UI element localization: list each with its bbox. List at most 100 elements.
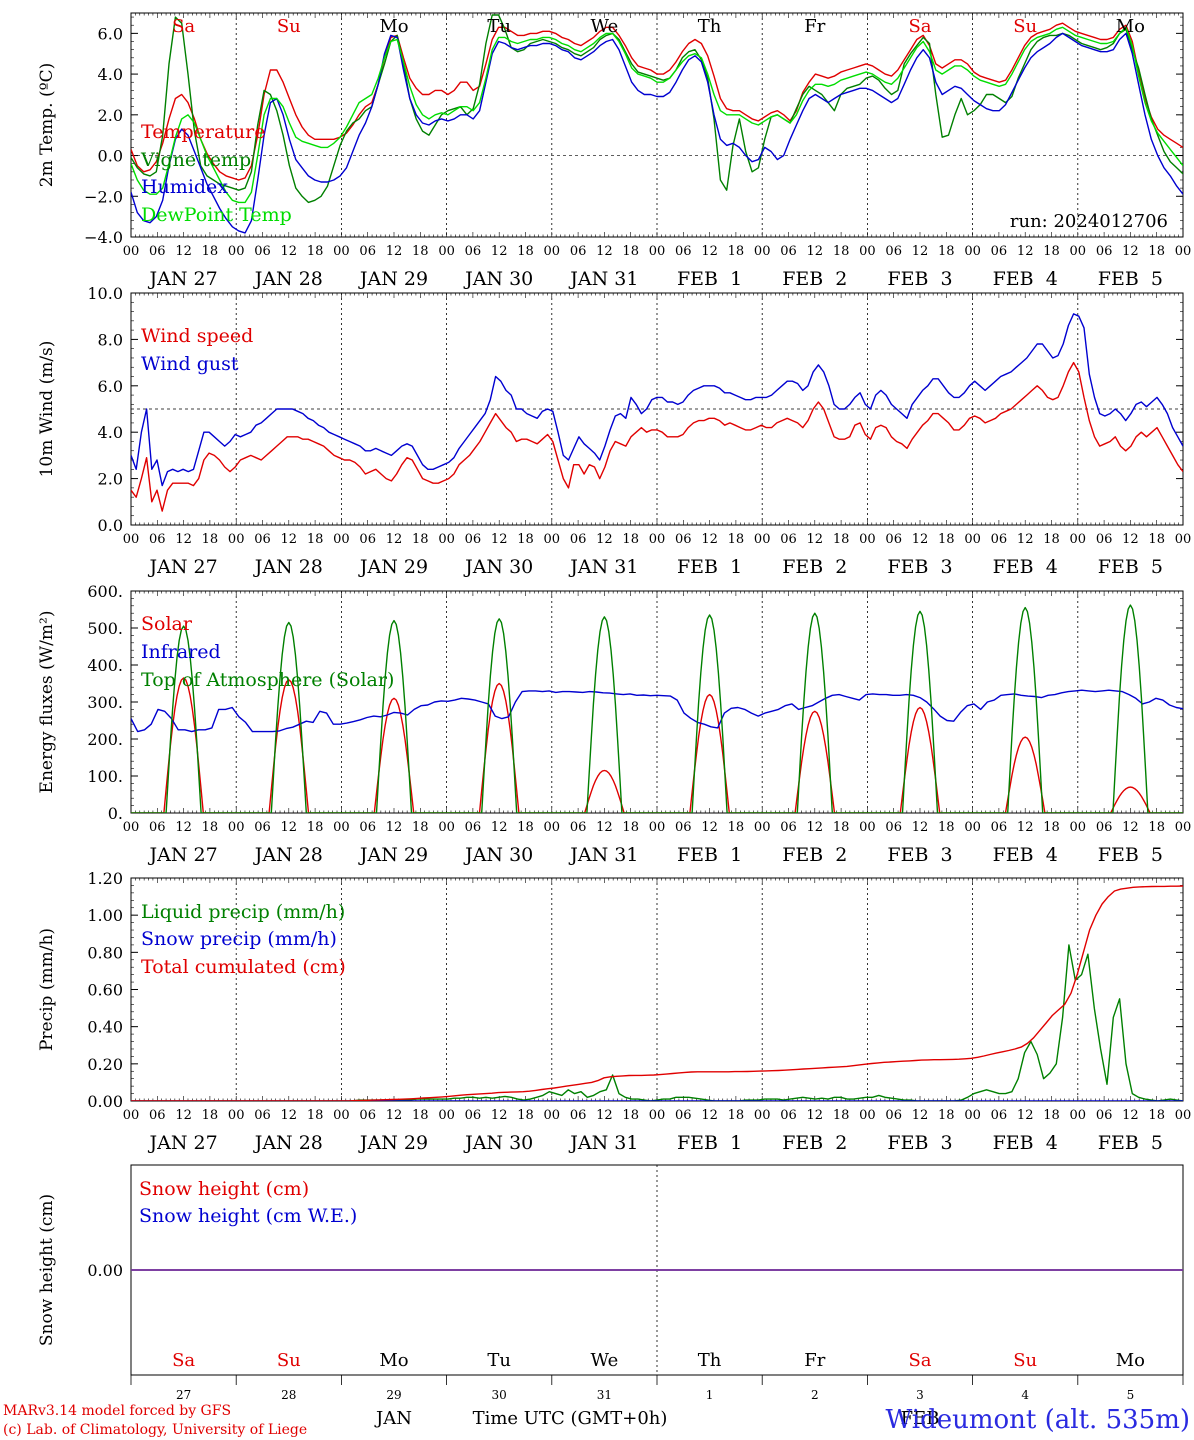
hour-tick-label: 00 xyxy=(964,1108,981,1123)
hour-tick-label: 06 xyxy=(780,244,797,259)
hour-tick-label: 18 xyxy=(412,1108,429,1123)
hour-tick-label: 06 xyxy=(570,244,587,259)
hour-tick-label: 00 xyxy=(123,244,140,259)
y-tick-label: 600. xyxy=(87,582,123,601)
hour-tick-label: 18 xyxy=(1148,244,1165,259)
hour-tick-label: 12 xyxy=(912,532,929,547)
hour-tick-label: 06 xyxy=(780,532,797,547)
hour-tick-label: 18 xyxy=(412,820,429,835)
hour-tick-label: 06 xyxy=(885,1108,902,1123)
hour-tick-label: 18 xyxy=(1043,820,1060,835)
hour-tick-label: 06 xyxy=(359,820,376,835)
hour-tick-label: 18 xyxy=(622,244,639,259)
day-label: FEB 2 xyxy=(782,844,847,866)
hour-tick-label: 00 xyxy=(438,1108,455,1123)
legend-entry: Snow height (cm W.E.) xyxy=(139,1205,357,1227)
hour-tick-label: 18 xyxy=(202,820,219,835)
legend-entry: Vigne temp xyxy=(140,149,251,171)
hour-tick-label: 18 xyxy=(202,532,219,547)
hour-tick-label: 00 xyxy=(228,820,245,835)
day-label: JAN 28 xyxy=(253,1132,323,1154)
legend-entry: Snow height (cm) xyxy=(139,1178,309,1200)
day-label: FEB 5 xyxy=(1098,268,1163,290)
hour-tick-label: 06 xyxy=(885,820,902,835)
day-label: FEB 3 xyxy=(887,1132,952,1154)
y-tick-label: 0.0 xyxy=(98,147,123,166)
credit-line-1: MARv3.14 model forced by GFS xyxy=(3,1403,231,1419)
hour-tick-label: 06 xyxy=(465,820,482,835)
weekday-label: Mo xyxy=(379,1350,408,1371)
day-label: FEB 2 xyxy=(782,556,847,578)
weekday-label: Mo xyxy=(1116,16,1145,37)
y-tick-label: 0.60 xyxy=(87,981,123,1000)
y-tick-label: 0.40 xyxy=(87,1018,123,1037)
day-number: 1 xyxy=(706,1388,714,1402)
hour-tick-label: 06 xyxy=(570,820,587,835)
hour-tick-label: 06 xyxy=(675,1108,692,1123)
hour-tick-label: 12 xyxy=(912,244,929,259)
hour-tick-label: 06 xyxy=(780,820,797,835)
hour-tick-label: 18 xyxy=(307,244,324,259)
legend-entry: Solar xyxy=(141,613,193,635)
series-line xyxy=(131,885,1183,1101)
day-label: JAN 29 xyxy=(358,268,428,290)
hour-tick-label: 06 xyxy=(254,820,271,835)
y-tick-label: 0.0 xyxy=(98,516,123,535)
y-tick-label: 10.0 xyxy=(87,284,123,303)
weekday-label: Su xyxy=(277,1350,301,1371)
hour-tick-label: 18 xyxy=(622,532,639,547)
hour-tick-label: 00 xyxy=(544,820,561,835)
y-tick-label: 4.0 xyxy=(98,65,123,84)
hour-tick-label: 00 xyxy=(964,244,981,259)
hour-tick-label: 00 xyxy=(754,820,771,835)
panel-3: 600. 500. 400. 300. 200. 100. 0. Energy fluxes … xyxy=(37,582,1191,866)
day-label: JAN 27 xyxy=(148,268,218,290)
hour-tick-label: 00 xyxy=(859,820,876,835)
hour-tick-label: 06 xyxy=(991,532,1008,547)
y-tick-label: 500. xyxy=(87,619,123,638)
weekday-label: Sa xyxy=(172,16,195,37)
y-tick-label: 2.0 xyxy=(98,470,123,489)
day-number: 29 xyxy=(386,1388,401,1402)
day-label: JAN 27 xyxy=(148,1132,218,1154)
day-label: FEB 2 xyxy=(782,1132,847,1154)
hour-tick-label: 00 xyxy=(228,532,245,547)
hour-tick-label: 18 xyxy=(938,244,955,259)
hour-tick-label: 12 xyxy=(807,1108,824,1123)
hour-tick-label: 12 xyxy=(912,820,929,835)
hour-tick-label: 00 xyxy=(649,244,666,259)
month-label: FEB xyxy=(901,1408,940,1429)
hour-tick-label: 18 xyxy=(938,820,955,835)
hour-tick-label: 00 xyxy=(1175,244,1192,259)
hour-tick-label: 12 xyxy=(701,1108,718,1123)
hour-tick-label: 06 xyxy=(570,532,587,547)
y-tick-label: 300. xyxy=(87,693,123,712)
day-label: FEB 1 xyxy=(677,844,742,866)
hour-tick-label: 18 xyxy=(833,532,850,547)
weekday-label: Su xyxy=(277,16,301,37)
month-label: JAN xyxy=(374,1408,412,1429)
hour-tick-label: 00 xyxy=(754,244,771,259)
weekday-label: Su xyxy=(1013,1350,1037,1371)
legend-entry: Liquid precip (mm/h) xyxy=(141,901,345,923)
run-annotation: run: 2024012706 xyxy=(1010,211,1168,232)
panel-1: 6.0 4.0 2.0 0.0 −2.0 −4.0 2m Temp. (ºC) Tempera… xyxy=(37,12,1192,290)
hour-tick-label: 06 xyxy=(254,244,271,259)
y-tick-label: 1.00 xyxy=(87,906,123,925)
hour-tick-label: 00 xyxy=(859,532,876,547)
day-label: FEB 4 xyxy=(993,1132,1058,1154)
y-tick-label: 4.0 xyxy=(98,423,123,442)
day-label: JAN 29 xyxy=(358,556,428,578)
weekday-label: We xyxy=(591,16,619,37)
hour-tick-label: 12 xyxy=(491,244,508,259)
legend-entry: Infrared xyxy=(141,641,221,663)
day-label: FEB 3 xyxy=(887,556,952,578)
hour-tick-label: 12 xyxy=(491,532,508,547)
day-number: 2 xyxy=(811,1388,819,1402)
day-label: JAN 30 xyxy=(463,844,533,866)
day-number: 3 xyxy=(916,1388,924,1402)
series-line xyxy=(131,22,1183,181)
hour-tick-label: 12 xyxy=(281,532,298,547)
day-label: FEB 2 xyxy=(782,268,847,290)
hour-tick-label: 12 xyxy=(175,532,192,547)
